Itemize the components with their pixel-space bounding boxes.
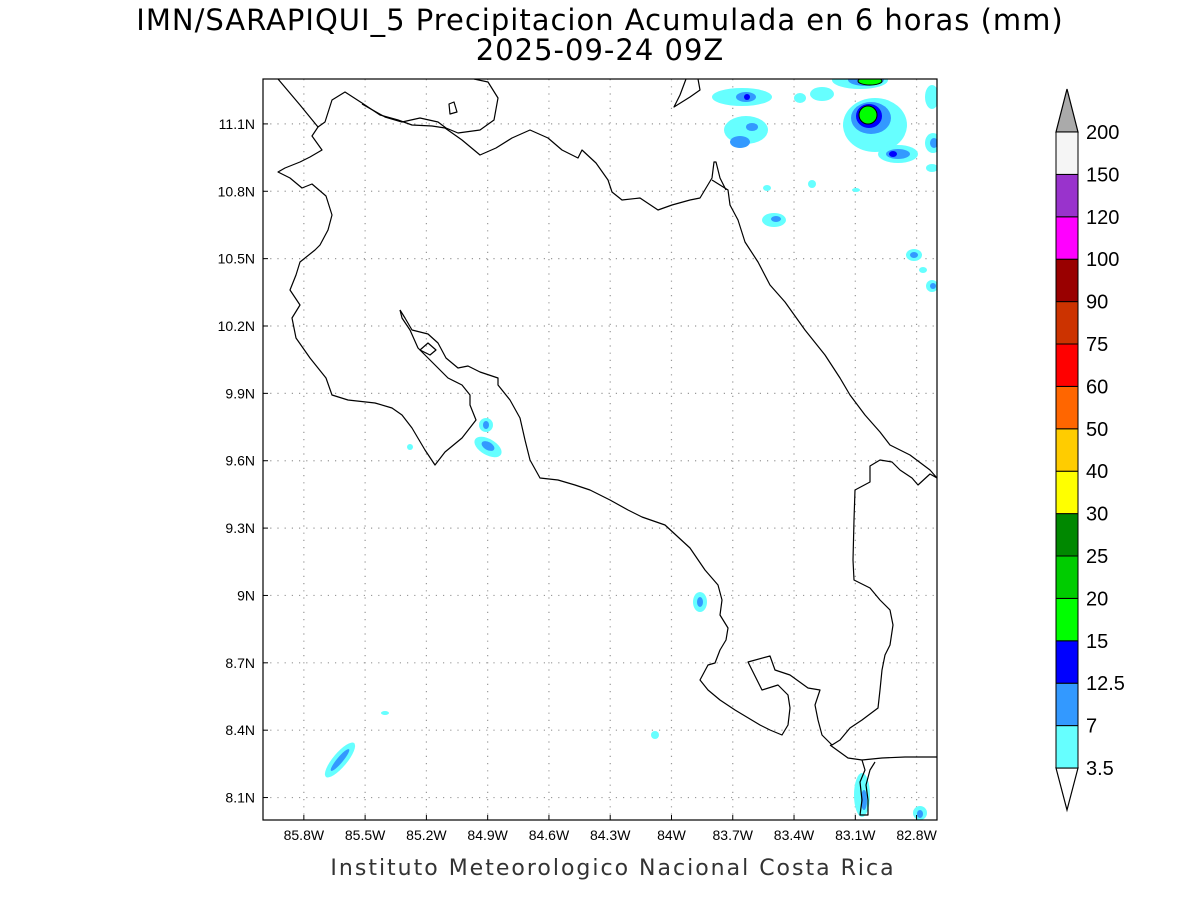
x-tick-label: 85.8W — [284, 827, 325, 843]
colorbar-level-label: 100 — [1086, 249, 1119, 271]
colorbar-swatch — [1055, 428, 1079, 472]
colorbar-swatch — [1055, 258, 1079, 303]
colorbar-level-label: 15 — [1086, 631, 1108, 653]
colorbar-level-label: 200 — [1086, 122, 1119, 144]
precip-blob — [832, 79, 888, 89]
x-tick-label: 84W — [657, 827, 687, 843]
colorbar-level-label: 90 — [1086, 292, 1108, 314]
coastlines-borders — [277, 79, 937, 816]
map-title: IMN/SARAPIQUI_5 Precipitacion Acumulada … — [136, 3, 1064, 37]
institution-credit: Instituto Meteorologico Nacional Costa R… — [330, 856, 896, 881]
nicoya-inland-lake — [419, 342, 437, 356]
colorbar-swatch — [1055, 513, 1079, 557]
lake-nicaragua-shore — [361, 79, 499, 134]
colorbar-level-label: 20 — [1086, 588, 1108, 610]
x-tick-label: 84.3W — [590, 827, 631, 843]
precip-blob — [794, 87, 834, 103]
map-subtitle-datetime: 2025-09-24 09Z — [475, 33, 725, 67]
colorbar-swatch — [1055, 343, 1079, 387]
caribbean-coast — [711, 179, 937, 479]
y-tick-label: 8.1N — [225, 790, 255, 806]
y-tick-label: 9.6N — [225, 453, 255, 469]
colorbar-swatch — [1055, 597, 1079, 642]
y-tick-label: 9.9N — [225, 385, 255, 401]
colorbar-level-label: 12.5 — [1086, 673, 1125, 695]
y-tick-label: 10.5N — [218, 251, 255, 267]
colorbar-swatch — [1055, 470, 1079, 515]
map-frame-border — [262, 78, 938, 821]
precipitation-areas — [324, 79, 937, 820]
y-tick-label: 10.8N — [218, 183, 255, 199]
colorbar-level-label: 7 — [1086, 716, 1097, 738]
colorbar-level-label: 30 — [1086, 504, 1108, 526]
lake-island — [448, 101, 458, 115]
colorbar-level-label: 40 — [1086, 461, 1108, 483]
colorbar-swatch — [1055, 216, 1079, 260]
x-tick-label: 85.2W — [406, 827, 447, 843]
x-tick-label: 83.7W — [713, 827, 754, 843]
colorbar-swatch — [1055, 173, 1079, 218]
precip-blob — [843, 98, 918, 163]
y-tick-label: 9.3N — [225, 520, 255, 536]
x-tick-label: 85.5W — [345, 827, 386, 843]
colorbar-level-label: 25 — [1086, 546, 1108, 568]
gulf-of-nicoya-shore — [399, 309, 937, 746]
colorbar-upper-arrow — [1055, 88, 1079, 133]
precip-blob — [925, 85, 937, 172]
map-frame-background — [263, 79, 937, 820]
precip-blob — [762, 180, 860, 227]
y-tick-label: 10.2N — [218, 318, 255, 334]
colorbar-level-label: 120 — [1086, 207, 1119, 229]
y-axis-ticks: 11.1N 10.8N 10.5N 10.2N 9.9N 9.6N 9.3N 9N 8.7N 8.… — [218, 116, 268, 806]
colorbar-legend: 3.5 7 12.5 15 20 25 30 40 50 60 75 90 100 120 150 200 — [1055, 88, 1125, 813]
precip-blob — [407, 418, 502, 458]
panama-coast — [829, 744, 937, 761]
x-tick-label: 84.9W — [467, 827, 508, 843]
colorbar-swatch — [1055, 682, 1079, 727]
colorbar-swatch — [1055, 555, 1079, 599]
colorbar-swatch — [1055, 640, 1079, 684]
colorbar-swatch — [1055, 725, 1079, 769]
graticule-grid — [263, 79, 937, 820]
y-tick-label: 8.4N — [225, 722, 255, 738]
x-tick-label: 83.1W — [835, 827, 876, 843]
colorbar-level-label: 150 — [1086, 164, 1119, 186]
colorbar-swatch — [1055, 131, 1079, 175]
nicaragua-east-coast — [673, 79, 701, 108]
colorbar-swatch — [1055, 301, 1079, 345]
x-tick-label: 83.4W — [774, 827, 815, 843]
panama-border — [859, 759, 876, 816]
pacific-north-coast — [277, 126, 477, 466]
x-tick-label: 84.6W — [529, 827, 570, 843]
x-axis-ticks: 85.8W 85.5W 85.2W 84.9W 84.6W 84.3W 84W 83.7W 83… — [284, 815, 938, 843]
northern-border-line — [277, 79, 727, 211]
y-tick-label: 8.7N — [225, 655, 255, 671]
colorbar-level-label: 3.5 — [1086, 758, 1114, 780]
colorbar-level-label: 50 — [1086, 419, 1108, 441]
precip-blob — [324, 711, 389, 778]
precip-blob — [906, 249, 937, 292]
y-tick-label: 9N — [237, 587, 255, 603]
precip-blob — [724, 116, 768, 148]
precip-blob — [712, 88, 772, 106]
precip-blob — [651, 592, 707, 739]
colorbar-level-label: 75 — [1086, 334, 1108, 356]
y-tick-label: 11.1N — [219, 116, 255, 132]
colorbar-lower-arrow — [1055, 767, 1079, 813]
x-tick-label: 82.8W — [896, 827, 937, 843]
colorbar-swatch — [1055, 385, 1079, 430]
colorbar-level-label: 60 — [1086, 376, 1108, 398]
